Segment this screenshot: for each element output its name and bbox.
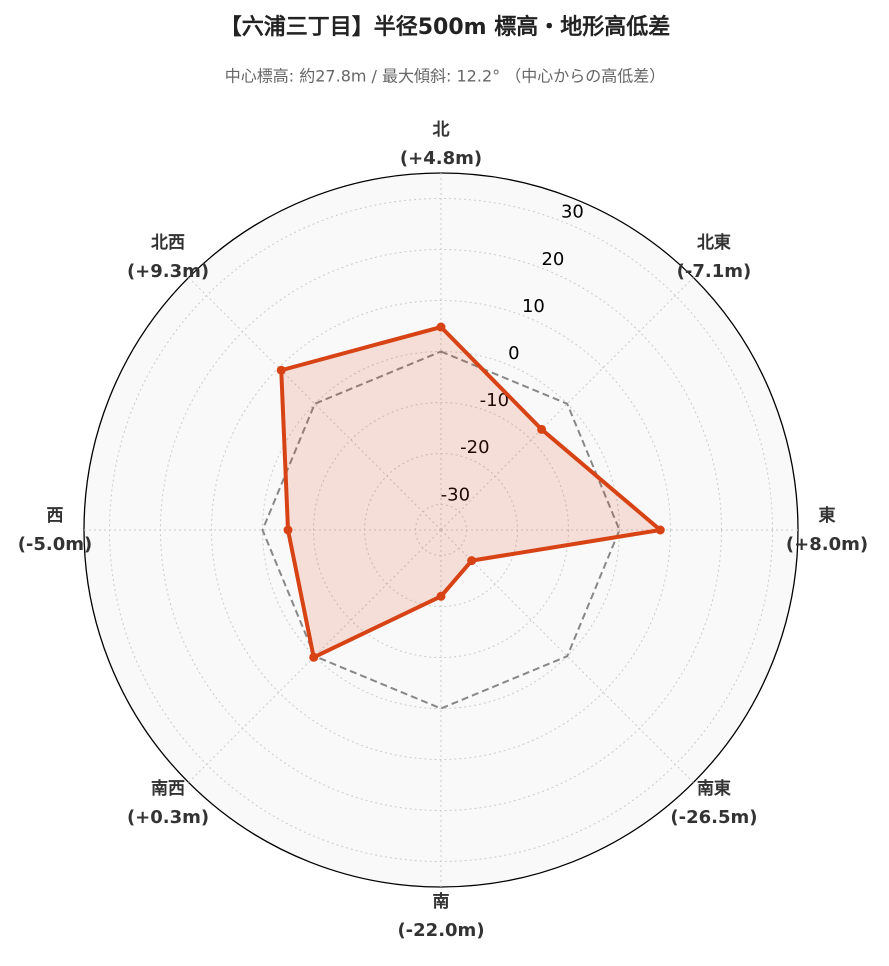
grid-circle bbox=[364, 453, 518, 607]
category-label: 南西 bbox=[151, 778, 185, 799]
data-point bbox=[283, 525, 293, 535]
data-point bbox=[436, 322, 446, 332]
value-label: (-5.0m) bbox=[18, 534, 93, 555]
y-tick-label: 0 bbox=[508, 343, 519, 364]
value-label: (+0.3m) bbox=[127, 807, 209, 828]
data-point bbox=[276, 365, 286, 375]
data-point bbox=[655, 525, 665, 535]
category-label: 東 bbox=[819, 505, 836, 526]
data-point bbox=[309, 652, 319, 662]
value-label: (-26.5m) bbox=[670, 807, 757, 828]
grid-circle bbox=[313, 402, 569, 658]
y-tick-label: -20 bbox=[460, 437, 489, 458]
value-label: (-7.1m) bbox=[677, 261, 752, 282]
category-label: 北東 bbox=[697, 232, 731, 253]
grid-circle bbox=[415, 504, 467, 556]
data-point bbox=[436, 591, 446, 601]
y-tick-label: 10 bbox=[522, 296, 545, 317]
category-label: 北西 bbox=[151, 233, 185, 253]
grid-circle bbox=[109, 198, 773, 862]
y-tick-label: -10 bbox=[480, 390, 509, 411]
value-label: (+4.8m) bbox=[400, 148, 482, 169]
grid-circle bbox=[160, 249, 722, 811]
data-point bbox=[467, 556, 477, 566]
category-label: 西 bbox=[47, 506, 64, 526]
data-point bbox=[537, 424, 547, 434]
chart-subtitle: 中心標高: 約27.8m / 最大傾斜: 12.2° （中心からの高低差） bbox=[225, 67, 665, 86]
y-tick-label: 30 bbox=[561, 202, 584, 223]
category-label: 南 bbox=[433, 891, 450, 912]
value-label: (-22.0m) bbox=[397, 920, 484, 941]
grid-circle bbox=[211, 300, 671, 760]
category-label: 南東 bbox=[697, 778, 731, 799]
value-label: (+9.3m) bbox=[127, 261, 209, 282]
reference-line bbox=[261, 350, 621, 710]
y-tick-label: -30 bbox=[441, 484, 470, 505]
category-label: 北 bbox=[433, 120, 450, 140]
y-tick-label: 20 bbox=[541, 249, 564, 270]
chart-title: 【六浦三丁目】半径500m 標高・地形高低差 bbox=[220, 14, 671, 40]
value-label: (+8.0m) bbox=[786, 534, 868, 555]
